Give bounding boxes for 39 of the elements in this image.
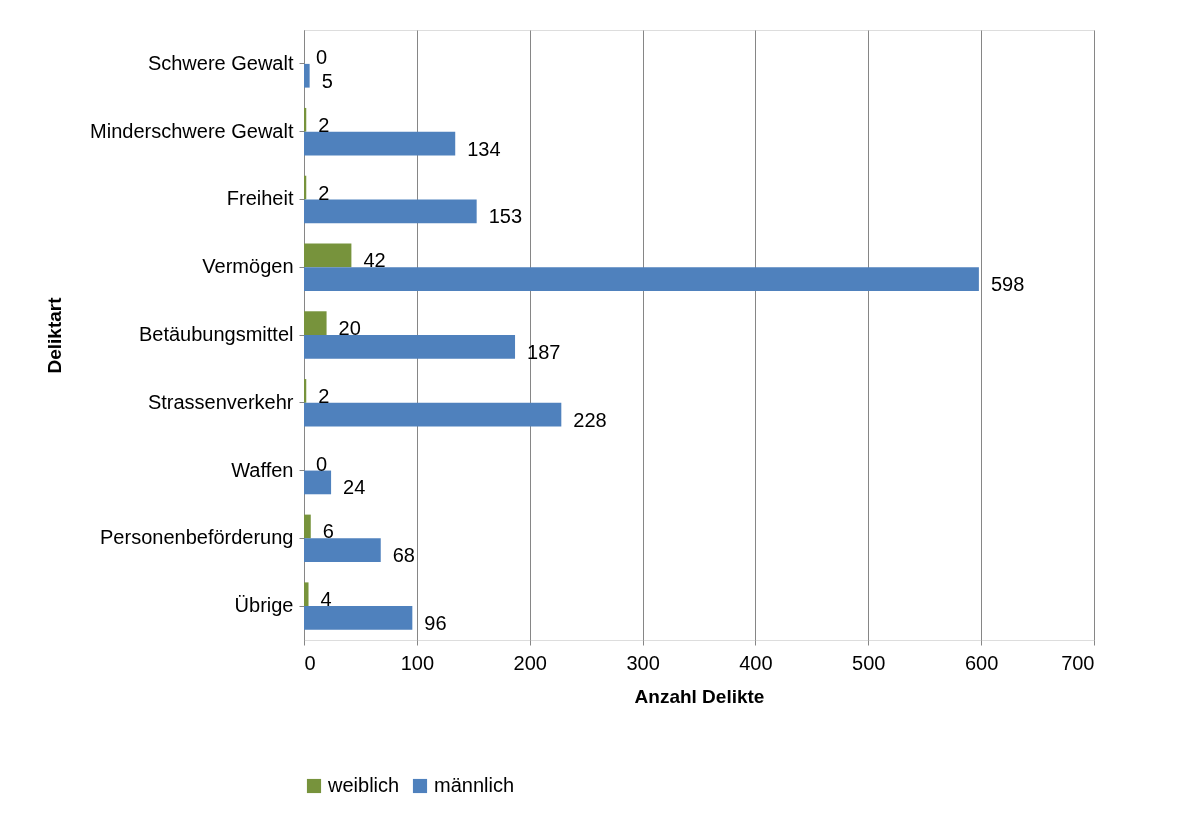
x-tick-label: 300 [626,651,660,674]
data-label: 228 [573,408,607,431]
data-label: 68 [392,544,415,567]
data-label: 598 [990,273,1025,296]
x-tick-label: 600 [964,651,999,674]
data-label: 5 [321,69,333,92]
data-label: 96 [424,611,447,634]
data-label: 6 [322,520,334,543]
x-axis-title: Anzahl Delikte [634,685,765,707]
data-label: 2 [318,181,330,204]
y-tick-label: Übrige [234,594,294,617]
data-label: 24 [343,476,366,499]
y-tick-label: Minderschwere Gewalt [90,119,294,142]
data-label: 0 [316,46,328,69]
data-label: 134 [467,137,501,160]
x-tick-label: 400 [739,651,773,674]
y-tick-label: Personenbeförderung [100,526,294,549]
data-label: 42 [363,249,386,272]
data-label: 153 [488,205,523,228]
data-label: 20 [338,317,361,340]
x-tick-label: 100 [400,651,435,674]
y-tick-label: Freiheit [226,187,294,210]
data-label: 2 [318,384,330,407]
data-label: 187 [527,340,561,363]
y-tick-label: Betäubungsmittel [138,323,294,345]
y-tick-label: Waffen [231,458,294,481]
y-tick-label: Schwere Gewalt [147,51,294,74]
data-label: 2 [318,113,330,136]
x-tick-label: 200 [513,651,547,674]
legend-label: männlich [434,774,515,796]
y-tick-label: Strassenverkehr [147,390,294,413]
x-tick-label: 700 [1061,651,1095,674]
x-tick-label: 0 [304,651,316,674]
x-tick-label: 500 [852,651,886,674]
y-tick-label: Vermögen [202,255,294,278]
y-axis-title: Deliktart [43,296,65,374]
data-label: 0 [316,452,328,475]
data-label: 4 [320,588,332,611]
legend-label: weiblich [327,774,400,796]
